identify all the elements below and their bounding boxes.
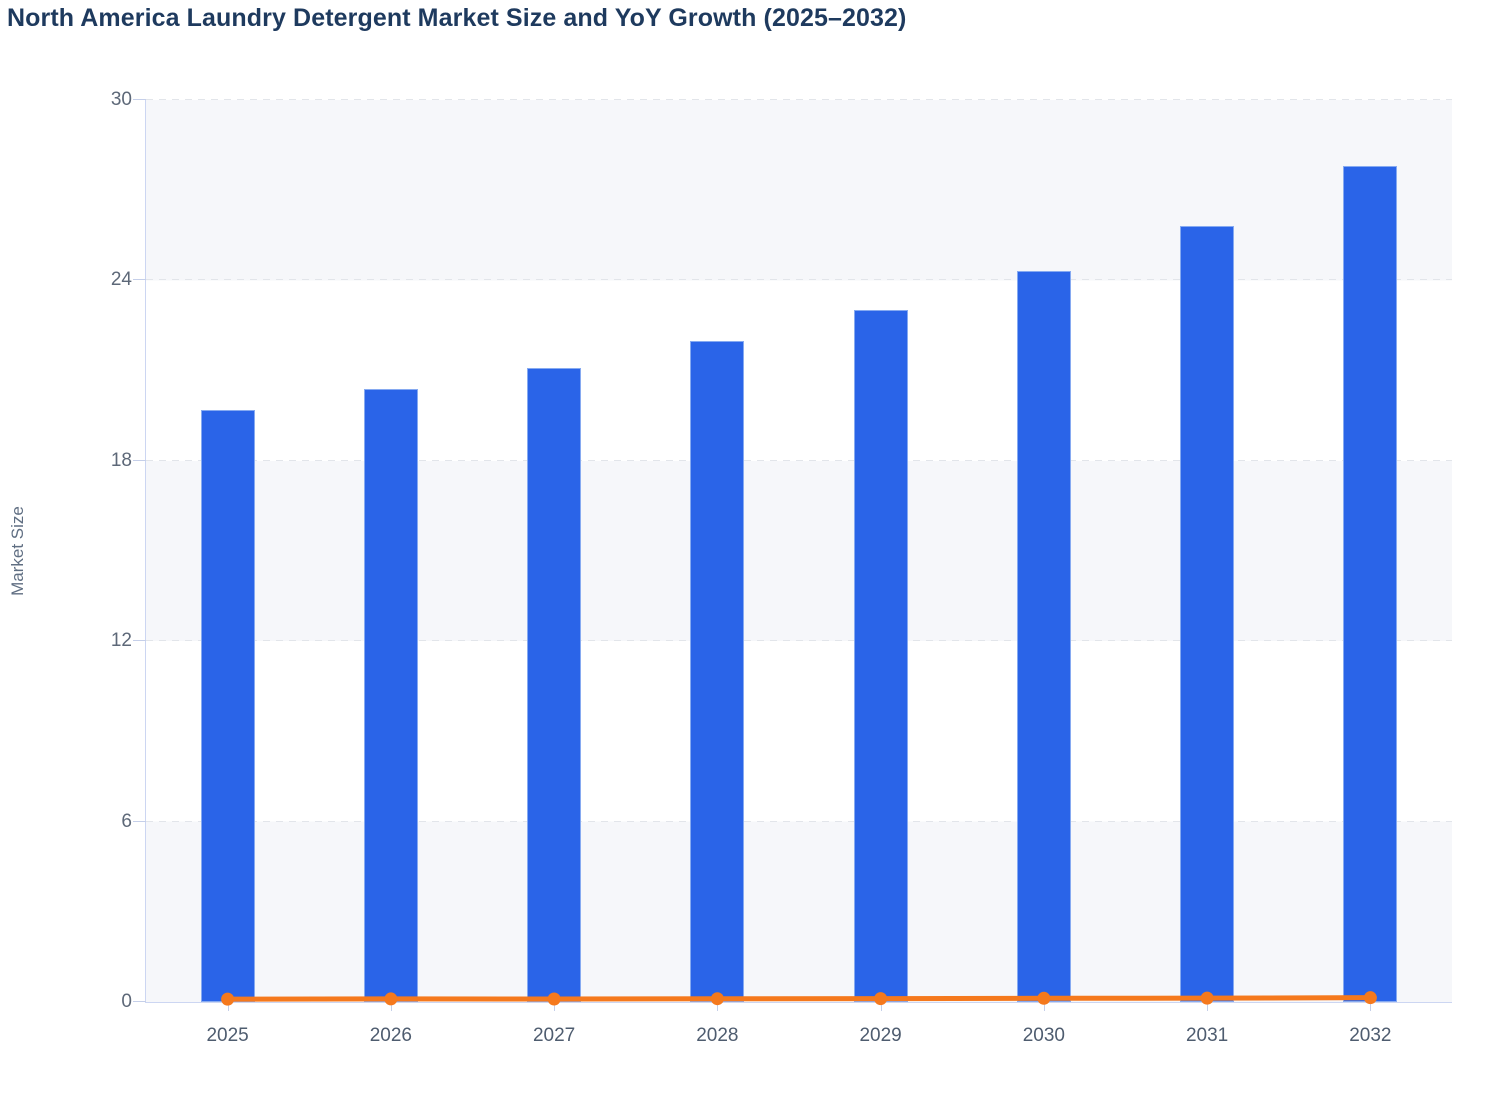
x-tick-label-2031: 2031 xyxy=(1185,1025,1229,1046)
yoy-growth-point-2031[interactable] xyxy=(1200,991,1214,1005)
y-tick-label-24: 24 xyxy=(110,269,132,291)
y-tick-label-12: 12 xyxy=(110,630,132,652)
y-tick-mark-6 xyxy=(133,820,146,822)
bar-2028[interactable] xyxy=(690,340,745,1002)
yoy-growth-point-2032[interactable] xyxy=(1363,991,1377,1005)
y-tick-mark-24 xyxy=(133,279,146,281)
y-tick-label-30: 30 xyxy=(110,89,132,110)
x-tick-mark-2031 xyxy=(1207,1002,1209,1011)
bar-2031[interactable] xyxy=(1180,226,1235,1002)
x-tick-mark-2027 xyxy=(554,1002,556,1011)
y-tick-label-6: 6 xyxy=(121,810,132,832)
x-tick-mark-2029 xyxy=(880,1002,882,1011)
chart-title: North America Laundry Detergent Market S… xyxy=(7,4,907,32)
yoy-growth-point-2030[interactable] xyxy=(1037,991,1051,1005)
y-axis-title: Market Size xyxy=(8,506,27,596)
yoy-growth-line-layer xyxy=(221,991,1377,1006)
yoy-growth-point-2028[interactable] xyxy=(710,992,724,1006)
x-tick-mark-2025 xyxy=(227,1002,229,1011)
yoy-growth-point-2027[interactable] xyxy=(547,992,561,1006)
bar-2030[interactable] xyxy=(1016,271,1071,1002)
x-tick-label-2030: 2030 xyxy=(1022,1025,1066,1046)
y-tick-mark-30 xyxy=(133,99,146,100)
bar-2027[interactable] xyxy=(527,367,582,1002)
x-tick-label-2032: 2032 xyxy=(1349,1025,1392,1046)
x-tick-mark-2030 xyxy=(1043,1002,1045,1011)
x-tick-label-2029: 2029 xyxy=(859,1025,902,1046)
bar-2029[interactable] xyxy=(853,310,908,1002)
x-tick-label-2028: 2028 xyxy=(696,1025,739,1046)
bar-2025[interactable] xyxy=(200,409,255,1002)
y-tick-mark-18 xyxy=(133,459,146,461)
yoy-growth-line xyxy=(225,995,1373,1002)
x-tick-label-2027: 2027 xyxy=(532,1025,576,1046)
x-tick-label-2026: 2026 xyxy=(369,1025,413,1046)
bar-2032[interactable] xyxy=(1343,166,1398,1002)
y-tick-mark-12 xyxy=(133,640,146,642)
x-tick-mark-2026 xyxy=(390,1002,392,1011)
bar-2026[interactable] xyxy=(363,388,418,1002)
plot-area: 0 6 12 18 24 30 2025 2026 2027 2028 2029 2030 2031 20… xyxy=(111,90,1452,1046)
x-tick-mark-2028 xyxy=(717,1002,719,1011)
x-tick-mark-2032 xyxy=(1370,1002,1372,1011)
yoy-growth-point-2029[interactable] xyxy=(874,992,888,1006)
yoy-growth-point-2026[interactable] xyxy=(384,992,398,1006)
yoy-growth-point-2025[interactable] xyxy=(221,992,235,1006)
y-tick-label-0: 0 xyxy=(121,991,132,1012)
y-tick-mark-0 xyxy=(133,1001,146,1002)
y-tick-label-18: 18 xyxy=(110,449,132,471)
x-tick-label-2025: 2025 xyxy=(206,1025,249,1046)
